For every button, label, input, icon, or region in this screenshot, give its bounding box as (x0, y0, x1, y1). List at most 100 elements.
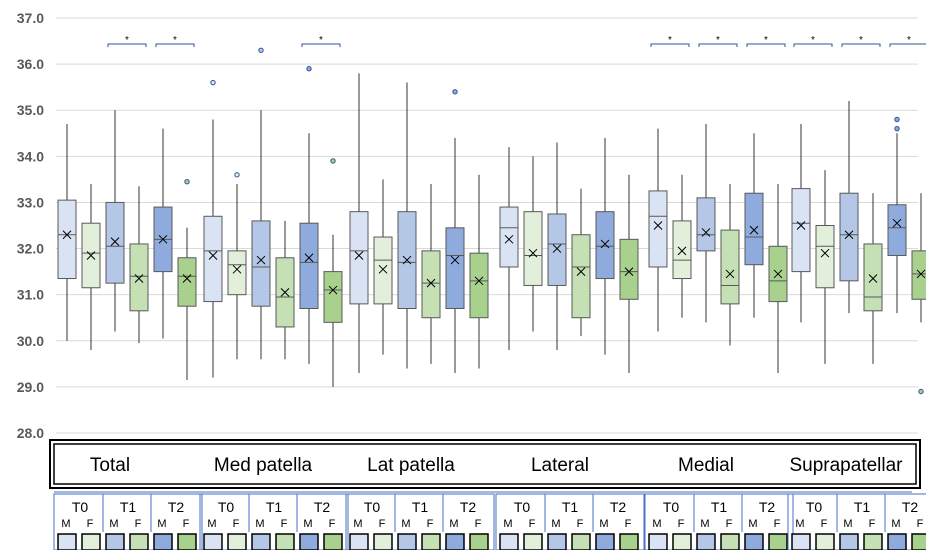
legend-timepoint-label: T1 (120, 499, 137, 515)
legend-swatch (397, 533, 417, 550)
box-total-t1-f (129, 243, 149, 312)
legend-timepoint-label: T0 (806, 499, 823, 515)
significance-bracket (793, 43, 833, 47)
mean-marker (182, 274, 192, 283)
mean-marker (402, 255, 412, 265)
legend-swatch (275, 533, 295, 550)
mean-marker (86, 251, 96, 260)
mean-marker (701, 228, 711, 237)
legend-sex-label: M (891, 518, 900, 530)
legend-group-frame (644, 493, 794, 550)
legend-timepoint-label: T1 (854, 499, 871, 515)
box-med-patella-t2-f (323, 271, 343, 323)
legend-group-frame (53, 493, 203, 550)
mean-marker (725, 269, 735, 279)
outlier-point (452, 89, 458, 95)
box-lat-patella-t2-m (445, 227, 465, 309)
legend-swatch (911, 533, 926, 550)
legend-swatch (744, 533, 764, 550)
significance-star: * (716, 35, 720, 46)
y-tick-label: 29.0 (17, 379, 44, 395)
legend-swatch (227, 533, 247, 550)
legend-swatch (648, 533, 668, 550)
significance-bracket (155, 43, 195, 47)
y-tick-label: 32.0 (17, 241, 44, 257)
outlier-point (330, 158, 336, 164)
legend-sex-label: F (577, 518, 584, 530)
legend-swatch (672, 533, 692, 550)
legend-sex-label: F (183, 518, 190, 530)
region-label: Total (90, 455, 130, 476)
legend-sex-label: F (329, 518, 336, 530)
mean-marker (354, 251, 364, 260)
box-lat-patella-t0-m (349, 211, 369, 305)
legend-swatch (571, 533, 591, 550)
legend-sex-label: M (748, 518, 757, 530)
legend-timepoint-label: T2 (902, 499, 919, 515)
significance-star: * (811, 35, 815, 46)
box-suprapatellar-t2-m (887, 204, 907, 256)
legend-sex-label: F (917, 518, 924, 530)
legend-swatch (815, 533, 835, 550)
legend-sex-label: F (869, 518, 876, 530)
significance-bracket (746, 43, 786, 47)
mean-marker (134, 274, 144, 283)
region-label-box-inner (53, 443, 917, 485)
legend-swatch (323, 533, 343, 550)
box-lateral-t1-m (547, 213, 567, 286)
mean-marker (328, 285, 338, 295)
mean-marker (773, 269, 783, 279)
legend-swatch (720, 533, 740, 550)
legend-swatch (499, 533, 519, 550)
legend-timepoint-label: T1 (412, 499, 429, 515)
legend-sex-label: M (843, 518, 852, 530)
legend-swatch (619, 533, 639, 550)
mean-marker (426, 278, 436, 288)
y-tick-label: 28.0 (17, 425, 44, 441)
outlier-point (184, 178, 190, 185)
box-suprapatellar-t2-f (911, 250, 926, 300)
legend-sex-label: M (157, 518, 166, 530)
legend-sex-label: F (379, 518, 386, 530)
legend-sex-label: F (529, 518, 536, 530)
legend-timepoint-label: T2 (168, 499, 185, 515)
legend-sex-label: F (726, 518, 733, 530)
y-tick-label: 37.0 (17, 10, 44, 26)
legend-sex-label: M (401, 518, 410, 530)
significance-star: * (125, 35, 129, 46)
y-tick-label: 36.0 (17, 56, 44, 72)
legend-timepoint-label: T2 (460, 499, 477, 515)
outlier-point (210, 79, 216, 86)
box-medial-t2-m (744, 192, 764, 266)
legend-swatch (299, 533, 319, 550)
legend-swatch (57, 533, 77, 550)
mean-marker (158, 234, 168, 244)
legend-sex-label: M (599, 518, 608, 530)
region-label-box-outer (49, 439, 921, 489)
y-tick-label: 31.0 (17, 287, 44, 303)
mean-marker (600, 239, 610, 249)
outlier-point (894, 116, 900, 123)
box-suprapatellar-t1-m (839, 192, 859, 282)
legend-swatch (251, 533, 271, 550)
box-medial-t1-f (720, 229, 740, 305)
region-label: Medial (678, 455, 734, 476)
mean-marker (624, 267, 634, 276)
significance-star: * (907, 35, 911, 46)
legend-timepoint-label: T1 (562, 499, 579, 515)
legend-sex-label: M (652, 518, 661, 530)
box-lateral-t2-f (619, 238, 639, 300)
legend-swatch (129, 533, 149, 550)
mean-marker (868, 274, 878, 283)
legend-timepoint-label: T1 (711, 499, 728, 515)
legend-sex-label: M (207, 518, 216, 530)
legend-sex-label: M (61, 518, 70, 530)
box-medial-t0-f (672, 220, 692, 280)
legend-swatch (547, 533, 567, 550)
significance-bracket (301, 43, 341, 47)
legend-sex-label: M (303, 518, 312, 530)
legend-sex-label: M (353, 518, 362, 530)
legend-group-frame (787, 493, 926, 550)
outlier-point (234, 172, 240, 178)
legend-swatch (105, 533, 125, 550)
